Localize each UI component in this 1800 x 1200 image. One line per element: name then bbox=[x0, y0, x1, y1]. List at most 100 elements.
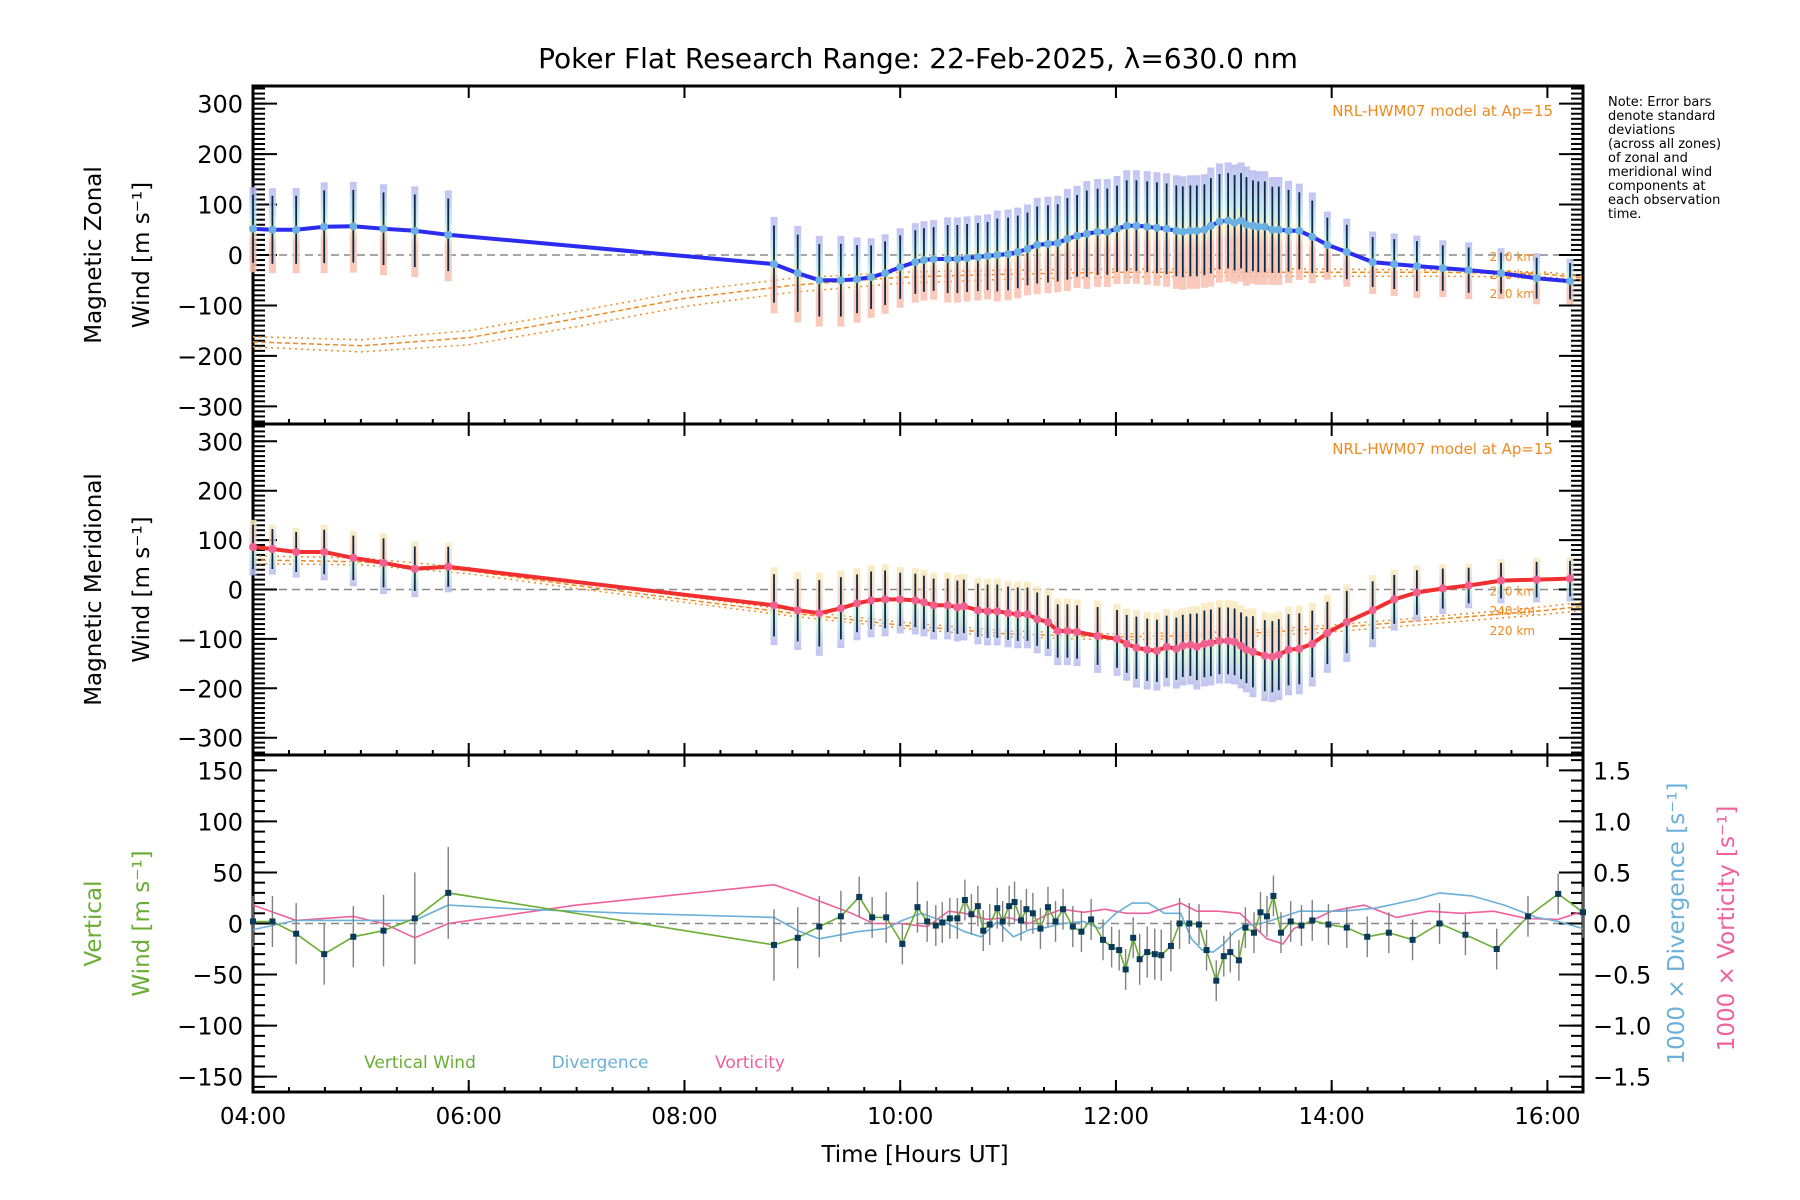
vertical-wind-point bbox=[1186, 920, 1193, 927]
vertical-wind-point bbox=[1144, 949, 1151, 956]
vertical-wind-point bbox=[914, 904, 921, 911]
data-point bbox=[1412, 262, 1421, 271]
data-point bbox=[268, 544, 277, 553]
data-point bbox=[1248, 647, 1257, 656]
data-point bbox=[268, 225, 277, 234]
data-point bbox=[1464, 581, 1473, 590]
vertical-wind-point bbox=[899, 940, 906, 947]
data-point bbox=[793, 606, 802, 615]
vertical-wind-point bbox=[974, 903, 981, 910]
data-point bbox=[349, 222, 358, 231]
data-point bbox=[1295, 226, 1304, 235]
data-point bbox=[249, 543, 257, 552]
data-point bbox=[1152, 223, 1161, 232]
vertical-wind-point bbox=[1052, 918, 1059, 925]
vertical-wind-point bbox=[1270, 892, 1277, 899]
y2-tick-label: −1.5 bbox=[1593, 1064, 1651, 1092]
vertical-wind-point bbox=[250, 918, 256, 925]
y2-tick-label: 0.0 bbox=[1593, 911, 1631, 939]
data-point bbox=[1043, 239, 1052, 248]
data-point bbox=[1566, 277, 1575, 286]
y-tick-label: −150 bbox=[177, 1064, 243, 1092]
vertical-wind-point bbox=[770, 941, 777, 948]
data-point bbox=[993, 607, 1002, 616]
vertical-wind-point bbox=[321, 951, 328, 958]
x-tick-label: 16:00 bbox=[1514, 1104, 1580, 1130]
vertical-wind-point bbox=[1309, 917, 1316, 924]
data-point bbox=[1254, 222, 1263, 231]
data-point bbox=[1073, 231, 1082, 240]
vertical-wind-point bbox=[1069, 923, 1076, 930]
data-point bbox=[943, 601, 952, 610]
error-bar-note: Note: Error bars denote standard deviati… bbox=[1608, 95, 1722, 222]
data-point bbox=[1308, 639, 1317, 648]
data-point bbox=[1122, 221, 1131, 230]
y-tick-label: 0 bbox=[228, 242, 243, 270]
vertical-wind-point bbox=[1029, 910, 1036, 917]
vertical-wind-point bbox=[986, 921, 993, 928]
data-point bbox=[1308, 232, 1317, 241]
y-axis-label: Magnetic Zonal bbox=[81, 166, 107, 344]
data-point bbox=[1113, 224, 1122, 233]
data-point bbox=[953, 603, 962, 612]
data-point bbox=[1152, 646, 1161, 655]
vertical-wind-point bbox=[1136, 956, 1143, 963]
x-tick-label: 08:00 bbox=[651, 1104, 717, 1130]
vorticity-axis-label: 1000 × Vorticity [s⁻¹] bbox=[1714, 806, 1740, 1052]
data-point bbox=[1260, 651, 1269, 660]
y2-tick-label: 1.0 bbox=[1593, 808, 1631, 836]
vertical-wind-point bbox=[1213, 977, 1220, 984]
data-point bbox=[1284, 645, 1293, 654]
vertical-wind-point bbox=[1462, 931, 1469, 938]
data-point bbox=[1438, 584, 1447, 593]
y-tick-label: −100 bbox=[177, 1013, 243, 1041]
vertical-wind-point bbox=[1580, 909, 1586, 916]
data-point bbox=[1200, 639, 1209, 648]
data-point bbox=[1013, 610, 1022, 619]
vertical-wind-point bbox=[1018, 917, 1025, 924]
data-point bbox=[1368, 606, 1377, 615]
vertical-wind-point bbox=[411, 915, 418, 922]
y-tick-label: 200 bbox=[197, 141, 243, 169]
data-point bbox=[815, 609, 824, 618]
data-point bbox=[1532, 575, 1541, 584]
divergence-axis-label: 1000 × Divergence [s⁻¹] bbox=[1664, 782, 1690, 1064]
y-axis-label-units: Wind [m s⁻¹] bbox=[129, 850, 155, 996]
data-point bbox=[963, 254, 972, 263]
data-point bbox=[1093, 631, 1102, 640]
data-point bbox=[1224, 216, 1233, 225]
vertical-wind-point bbox=[1116, 947, 1123, 954]
vertical-wind-point bbox=[968, 911, 975, 918]
y-tick-label: 300 bbox=[197, 91, 243, 119]
model-curve-260-km bbox=[252, 268, 1584, 341]
vertical-wind-point bbox=[1176, 920, 1183, 927]
data-point bbox=[349, 553, 358, 562]
data-point bbox=[410, 226, 419, 235]
data-point bbox=[896, 595, 905, 604]
vertical-wind-point bbox=[1298, 922, 1305, 929]
data-point bbox=[867, 596, 876, 605]
vertical-wind-point bbox=[1263, 913, 1270, 920]
vertical-wind-point bbox=[939, 919, 946, 926]
y-tick-label: −100 bbox=[177, 292, 243, 320]
data-point bbox=[379, 558, 388, 567]
y-tick-label: 0 bbox=[228, 911, 243, 939]
data-point bbox=[1004, 609, 1013, 618]
legend-vorticity: Vorticity bbox=[715, 1053, 785, 1073]
data-point bbox=[1082, 229, 1091, 238]
vertical-wind-point bbox=[445, 889, 452, 896]
vertical-wind-point bbox=[1409, 936, 1416, 943]
data-point bbox=[1113, 634, 1122, 643]
data-point bbox=[769, 601, 778, 610]
legend-divergence: Divergence bbox=[552, 1053, 649, 1073]
y-axis-label-units: Wind [m s⁻¹] bbox=[129, 516, 155, 662]
model-altitude-label: 220 km bbox=[1490, 624, 1535, 638]
data-point bbox=[1132, 221, 1141, 230]
data-point bbox=[292, 547, 301, 556]
y-tick-label: 100 bbox=[197, 527, 243, 555]
data-point bbox=[1186, 226, 1195, 235]
data-point bbox=[1268, 652, 1277, 661]
vorticity-line bbox=[252, 883, 1584, 945]
vertical-wind-point bbox=[856, 893, 863, 900]
vertical-wind-point bbox=[954, 915, 961, 922]
